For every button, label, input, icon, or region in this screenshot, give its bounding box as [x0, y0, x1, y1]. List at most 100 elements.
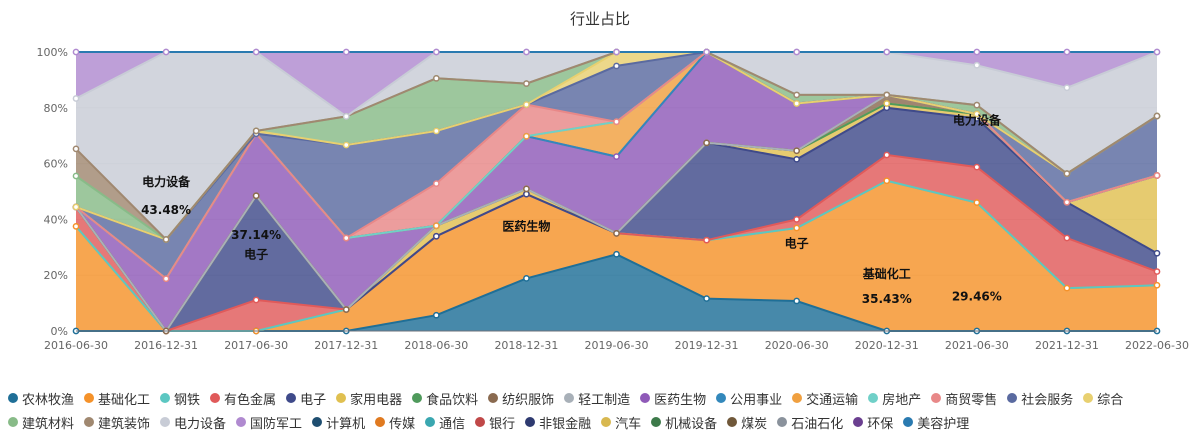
- legend-item[interactable]: 汽车: [601, 413, 641, 432]
- legend-label: 国防军工: [250, 416, 303, 432]
- legend-item[interactable]: 机械设备: [651, 413, 717, 432]
- legend-label: 电子: [300, 392, 327, 408]
- legend-label: 非银金融: [539, 416, 592, 432]
- legend-item[interactable]: 房地产: [868, 389, 921, 408]
- point-纺织服饰: [613, 230, 620, 237]
- legend-marker-icon: [868, 393, 879, 403]
- point-建筑装饰: [252, 127, 260, 135]
- legend-item[interactable]: 电力设备: [160, 413, 226, 432]
- legend-label: 食品饮料: [426, 392, 479, 408]
- point-基础化工: [973, 199, 981, 206]
- legend-item[interactable]: 国防军工: [236, 413, 302, 432]
- legend-item[interactable]: 建筑材料: [8, 413, 74, 432]
- legend-item[interactable]: 轻工制造: [564, 389, 630, 408]
- annotation-label: 电子: [785, 235, 809, 250]
- legend-item[interactable]: 美容护理: [903, 413, 969, 432]
- point-有色金属: [1153, 268, 1161, 275]
- legend-item[interactable]: 商贸零售: [931, 389, 997, 408]
- point-国防军工: [432, 48, 440, 56]
- legend-item[interactable]: 纺织服饰: [488, 389, 554, 408]
- legend-label: 交通运输: [806, 392, 859, 408]
- point-纺织服饰: [523, 185, 530, 193]
- y-tick-label: 0%: [51, 325, 68, 338]
- legend-label: 基础化工: [98, 392, 151, 408]
- legend-item[interactable]: 通信: [425, 413, 465, 432]
- x-tick-label: 2018-06-30: [404, 339, 468, 352]
- legend-marker-icon: [336, 393, 347, 403]
- point-基础化工: [1063, 284, 1071, 292]
- point-建筑装饰: [883, 91, 891, 99]
- annotation-label: 电力设备: [953, 113, 1002, 128]
- legend-marker-icon: [8, 393, 18, 403]
- point-有色金属: [1063, 234, 1071, 242]
- legend-label: 建筑装饰: [98, 416, 151, 432]
- legend-marker-icon: [160, 417, 171, 427]
- x-tick-label: 2018-12-31: [494, 339, 558, 352]
- point-国防军工: [523, 48, 530, 56]
- legend-item[interactable]: 医药生物: [640, 389, 706, 408]
- legend-marker-icon: [1083, 393, 1094, 403]
- area-电力设备: [76, 52, 1157, 240]
- legend-label: 社会服务: [1021, 392, 1074, 408]
- legend-item[interactable]: 交通运输: [792, 389, 858, 408]
- legend-label: 通信: [439, 416, 466, 432]
- legend-label: 机械设备: [665, 416, 718, 432]
- point-基础化工: [883, 177, 891, 185]
- legend-row: 建筑材料 建筑装饰 电力设备 国防军工 计算机 传媒 通信 银行 非银金融 汽车 机械设备 煤炭 石油石…: [8, 410, 1198, 434]
- legend-item[interactable]: 基础化工: [84, 389, 150, 408]
- y-tick-label: 20%: [44, 269, 68, 282]
- legend-item[interactable]: 电子: [286, 389, 326, 408]
- legend-label: 银行: [489, 416, 516, 432]
- legend-item[interactable]: 传媒: [375, 413, 415, 432]
- legend-label: 纺织服饰: [502, 392, 555, 408]
- legend-marker-icon: [210, 393, 221, 403]
- legend-item[interactable]: 银行: [475, 413, 515, 432]
- legend: 农林牧渔 基础化工 钢铁 有色金属 电子 家用电器 食品饮料 纺织服饰 轻工制造 医药生物 公用事业…: [8, 386, 1198, 434]
- point-电子: [793, 155, 801, 163]
- legend-item[interactable]: 公用事业: [716, 389, 782, 408]
- point-国防军工: [793, 48, 801, 56]
- legend-label: 房地产: [882, 392, 922, 408]
- point-建筑装饰: [1153, 112, 1161, 120]
- x-tick-label: 2019-06-30: [585, 339, 649, 352]
- legend-item[interactable]: 农林牧渔: [8, 389, 74, 408]
- legend-item[interactable]: 综合: [1083, 389, 1123, 408]
- legend-item[interactable]: 煤炭: [727, 413, 767, 432]
- legend-label: 综合: [1097, 392, 1124, 408]
- legend-item[interactable]: 社会服务: [1007, 389, 1073, 408]
- legend-item[interactable]: 计算机: [312, 413, 365, 432]
- legend-item[interactable]: 建筑装饰: [84, 413, 150, 432]
- point-国防军工: [883, 48, 891, 56]
- point-国防军工: [1153, 48, 1161, 56]
- legend-label: 商贸零售: [945, 392, 998, 408]
- stacked-area-chart: 0% 20% 40% 60% 80% 100% 2016-06-30 2016-12-31 20…: [37, 46, 1189, 352]
- point-综合: [342, 141, 350, 149]
- point-国防军工: [973, 48, 981, 56]
- point-国防军工: [162, 48, 170, 56]
- point-建筑装饰: [973, 101, 981, 109]
- legend-item[interactable]: 环保: [853, 413, 893, 432]
- legend-marker-icon: [84, 393, 95, 403]
- point-商贸零售: [1063, 198, 1071, 206]
- legend-item[interactable]: 食品饮料: [412, 389, 478, 408]
- point-基础化工: [793, 224, 801, 232]
- legend-item[interactable]: 石油石化: [777, 413, 843, 432]
- point-电力设备: [342, 113, 350, 120]
- legend-marker-icon: [84, 417, 95, 427]
- annotation-label: 基础化工: [862, 266, 911, 281]
- point-建筑装饰: [72, 145, 80, 153]
- point-农林牧渔: [793, 297, 801, 305]
- legend-label: 计算机: [326, 416, 366, 432]
- annotation-label: 电子: [244, 246, 268, 261]
- point-有色金属: [252, 296, 260, 304]
- legend-row: 农林牧渔 基础化工 钢铁 有色金属 电子 家用电器 食品饮料 纺织服饰 轻工制造 医药生物 公用事业…: [8, 386, 1198, 410]
- point-建筑装饰: [793, 91, 801, 99]
- legend-item[interactable]: 非银金融: [525, 413, 591, 432]
- legend-label: 轻工制造: [578, 392, 631, 408]
- legend-item[interactable]: 家用电器: [336, 389, 402, 408]
- legend-item[interactable]: 有色金属: [210, 389, 276, 408]
- point-农林牧渔: [432, 311, 440, 319]
- point-综合: [793, 100, 801, 107]
- legend-item[interactable]: 钢铁: [160, 389, 200, 408]
- y-tick-label: 60%: [44, 158, 68, 171]
